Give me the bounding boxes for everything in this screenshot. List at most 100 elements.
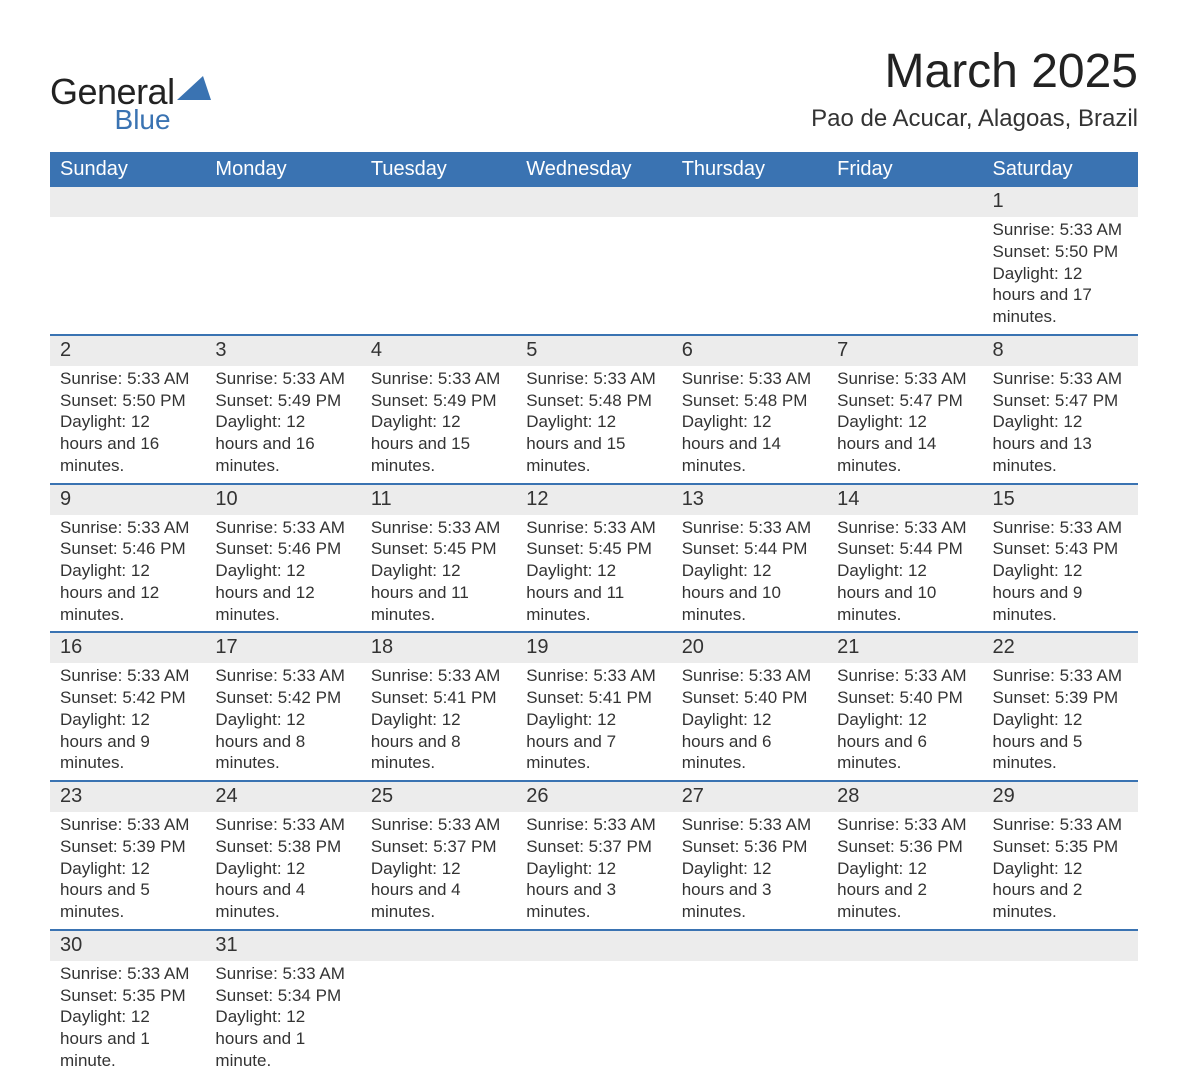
calendar-cell-daynum: 31 bbox=[205, 930, 360, 961]
calendar-cell-daynum: 18 bbox=[361, 632, 516, 663]
calendar-week-data-row: Sunrise: 5:33 AMSunset: 5:50 PMDaylight:… bbox=[50, 217, 1138, 335]
day-number: 5 bbox=[516, 336, 671, 366]
day-details: Sunrise: 5:33 AMSunset: 5:38 PMDaylight:… bbox=[205, 812, 360, 929]
day-detail-line: Sunrise: 5:33 AM bbox=[993, 517, 1128, 539]
day-detail-line: Daylight: 12 hours and 17 minutes. bbox=[993, 263, 1128, 328]
day-detail-line: Sunset: 5:50 PM bbox=[60, 390, 195, 412]
calendar-cell-daynum: 8 bbox=[983, 335, 1138, 366]
day-detail-line: Sunrise: 5:33 AM bbox=[526, 368, 661, 390]
calendar-cell-data: Sunrise: 5:33 AMSunset: 5:50 PMDaylight:… bbox=[50, 366, 205, 484]
day-details: Sunrise: 5:33 AMSunset: 5:45 PMDaylight:… bbox=[516, 515, 671, 632]
calendar-cell-daynum: 25 bbox=[361, 781, 516, 812]
day-details bbox=[361, 217, 516, 313]
day-detail-line: Sunset: 5:38 PM bbox=[215, 836, 350, 858]
day-details bbox=[827, 961, 982, 1057]
day-details bbox=[983, 961, 1138, 1057]
day-number bbox=[672, 931, 827, 961]
day-details: Sunrise: 5:33 AMSunset: 5:46 PMDaylight:… bbox=[50, 515, 205, 632]
weekday-header: Wednesday bbox=[516, 152, 671, 187]
day-detail-line: Sunset: 5:39 PM bbox=[993, 687, 1128, 709]
day-detail-line: Sunrise: 5:33 AM bbox=[682, 517, 817, 539]
calendar-cell-daynum bbox=[672, 930, 827, 961]
day-details: Sunrise: 5:33 AMSunset: 5:42 PMDaylight:… bbox=[205, 663, 360, 780]
day-details: Sunrise: 5:33 AMSunset: 5:37 PMDaylight:… bbox=[516, 812, 671, 929]
day-detail-line: Sunset: 5:37 PM bbox=[371, 836, 506, 858]
day-details bbox=[516, 961, 671, 1057]
day-number: 22 bbox=[983, 633, 1138, 663]
day-detail-line: Daylight: 12 hours and 5 minutes. bbox=[60, 858, 195, 923]
calendar-cell-data: Sunrise: 5:33 AMSunset: 5:34 PMDaylight:… bbox=[205, 961, 360, 1078]
location-subtitle: Pao de Acucar, Alagoas, Brazil bbox=[811, 105, 1138, 133]
day-detail-line: Sunrise: 5:33 AM bbox=[526, 517, 661, 539]
day-number: 15 bbox=[983, 485, 1138, 515]
calendar-cell-data: Sunrise: 5:33 AMSunset: 5:45 PMDaylight:… bbox=[361, 515, 516, 633]
calendar-cell-daynum: 26 bbox=[516, 781, 671, 812]
day-number bbox=[827, 931, 982, 961]
day-details: Sunrise: 5:33 AMSunset: 5:40 PMDaylight:… bbox=[672, 663, 827, 780]
calendar-cell-daynum bbox=[361, 930, 516, 961]
day-detail-line: Daylight: 12 hours and 6 minutes. bbox=[837, 709, 972, 774]
day-details: Sunrise: 5:33 AMSunset: 5:50 PMDaylight:… bbox=[983, 217, 1138, 334]
calendar-cell-daynum: 7 bbox=[827, 335, 982, 366]
day-detail-line: Sunrise: 5:33 AM bbox=[682, 665, 817, 687]
day-number bbox=[827, 187, 982, 217]
day-number: 23 bbox=[50, 782, 205, 812]
calendar-cell-data: Sunrise: 5:33 AMSunset: 5:35 PMDaylight:… bbox=[983, 812, 1138, 930]
day-details bbox=[672, 217, 827, 313]
day-detail-line: Daylight: 12 hours and 5 minutes. bbox=[993, 709, 1128, 774]
day-detail-line: Sunrise: 5:33 AM bbox=[371, 665, 506, 687]
calendar-cell-daynum: 16 bbox=[50, 632, 205, 663]
day-detail-line: Sunset: 5:36 PM bbox=[837, 836, 972, 858]
day-number: 20 bbox=[672, 633, 827, 663]
calendar-cell-data bbox=[516, 217, 671, 335]
calendar-week-data-row: Sunrise: 5:33 AMSunset: 5:39 PMDaylight:… bbox=[50, 812, 1138, 930]
day-detail-line: Sunrise: 5:33 AM bbox=[837, 368, 972, 390]
calendar-cell-data: Sunrise: 5:33 AMSunset: 5:50 PMDaylight:… bbox=[983, 217, 1138, 335]
day-detail-line: Sunrise: 5:33 AM bbox=[215, 517, 350, 539]
day-detail-line: Sunrise: 5:33 AM bbox=[526, 665, 661, 687]
day-detail-line: Daylight: 12 hours and 2 minutes. bbox=[837, 858, 972, 923]
calendar-week-data-row: Sunrise: 5:33 AMSunset: 5:46 PMDaylight:… bbox=[50, 515, 1138, 633]
day-number: 26 bbox=[516, 782, 671, 812]
day-detail-line: Sunrise: 5:33 AM bbox=[993, 665, 1128, 687]
day-detail-line: Sunrise: 5:33 AM bbox=[215, 368, 350, 390]
calendar-cell-data bbox=[205, 217, 360, 335]
day-number: 9 bbox=[50, 485, 205, 515]
day-detail-line: Sunrise: 5:33 AM bbox=[60, 665, 195, 687]
day-number: 10 bbox=[205, 485, 360, 515]
day-detail-line: Sunset: 5:48 PM bbox=[682, 390, 817, 412]
day-detail-line: Sunrise: 5:33 AM bbox=[371, 368, 506, 390]
day-number bbox=[361, 187, 516, 217]
day-detail-line: Sunrise: 5:33 AM bbox=[60, 368, 195, 390]
day-detail-line: Sunrise: 5:33 AM bbox=[215, 963, 350, 985]
calendar-cell-data: Sunrise: 5:33 AMSunset: 5:46 PMDaylight:… bbox=[50, 515, 205, 633]
day-detail-line: Sunset: 5:34 PM bbox=[215, 985, 350, 1007]
calendar-cell-data bbox=[672, 217, 827, 335]
day-detail-line: Daylight: 12 hours and 14 minutes. bbox=[837, 411, 972, 476]
day-detail-line: Sunset: 5:44 PM bbox=[682, 538, 817, 560]
day-detail-line: Sunset: 5:43 PM bbox=[993, 538, 1128, 560]
calendar-cell-data: Sunrise: 5:33 AMSunset: 5:40 PMDaylight:… bbox=[672, 663, 827, 781]
day-details: Sunrise: 5:33 AMSunset: 5:35 PMDaylight:… bbox=[983, 812, 1138, 929]
day-details: Sunrise: 5:33 AMSunset: 5:50 PMDaylight:… bbox=[50, 366, 205, 483]
calendar-cell-daynum: 11 bbox=[361, 484, 516, 515]
calendar-cell-data: Sunrise: 5:33 AMSunset: 5:44 PMDaylight:… bbox=[672, 515, 827, 633]
day-detail-line: Daylight: 12 hours and 3 minutes. bbox=[526, 858, 661, 923]
calendar-cell-daynum: 12 bbox=[516, 484, 671, 515]
day-number bbox=[205, 187, 360, 217]
day-detail-line: Sunset: 5:45 PM bbox=[526, 538, 661, 560]
day-detail-line: Sunrise: 5:33 AM bbox=[60, 963, 195, 985]
day-detail-line: Daylight: 12 hours and 8 minutes. bbox=[371, 709, 506, 774]
calendar-cell-daynum: 15 bbox=[983, 484, 1138, 515]
calendar-cell-daynum bbox=[50, 187, 205, 217]
calendar-cell-daynum: 30 bbox=[50, 930, 205, 961]
day-detail-line: Sunrise: 5:33 AM bbox=[60, 814, 195, 836]
day-detail-line: Sunrise: 5:33 AM bbox=[993, 368, 1128, 390]
calendar-cell-daynum: 21 bbox=[827, 632, 982, 663]
calendar-cell-daynum bbox=[827, 187, 982, 217]
day-detail-line: Daylight: 12 hours and 11 minutes. bbox=[371, 560, 506, 625]
day-detail-line: Sunset: 5:47 PM bbox=[837, 390, 972, 412]
calendar-cell-data: Sunrise: 5:33 AMSunset: 5:47 PMDaylight:… bbox=[827, 366, 982, 484]
day-detail-line: Sunset: 5:42 PM bbox=[215, 687, 350, 709]
weekday-header: Saturday bbox=[983, 152, 1138, 187]
